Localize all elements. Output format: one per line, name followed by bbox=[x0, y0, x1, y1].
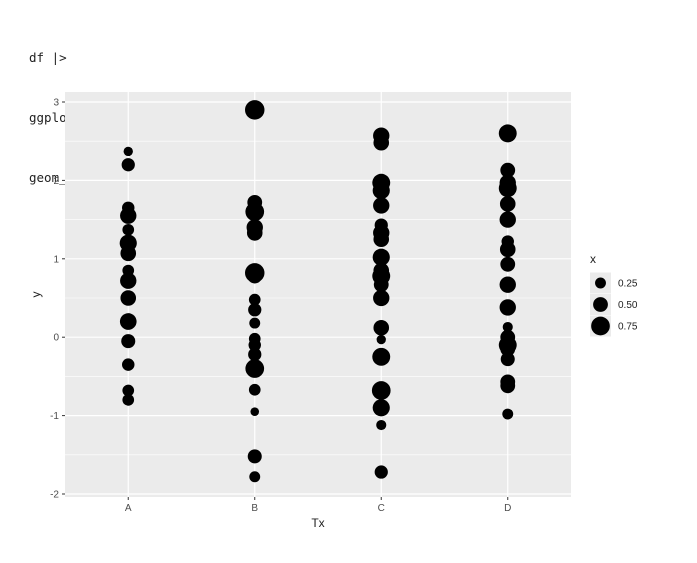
data-point bbox=[374, 465, 388, 479]
x-tick-label: A bbox=[125, 503, 132, 514]
data-point bbox=[373, 134, 390, 151]
x-axis-label: Tx bbox=[311, 516, 324, 530]
data-point bbox=[376, 419, 387, 431]
legend-title: x bbox=[590, 252, 596, 266]
data-point bbox=[248, 338, 261, 352]
data-point bbox=[373, 277, 389, 293]
data-point bbox=[247, 268, 263, 284]
data-point bbox=[248, 383, 261, 396]
data-point bbox=[371, 381, 391, 400]
legend-label: 0.75 bbox=[618, 322, 638, 333]
data-point bbox=[373, 197, 390, 214]
data-point bbox=[122, 384, 135, 397]
data-point bbox=[119, 313, 137, 330]
data-point bbox=[500, 256, 516, 272]
code-line: df |> bbox=[29, 50, 67, 65]
data-point bbox=[499, 299, 516, 316]
data-point bbox=[502, 408, 514, 420]
data-point bbox=[499, 241, 516, 258]
data-point bbox=[373, 231, 390, 247]
data-point bbox=[121, 158, 135, 172]
data-point bbox=[499, 196, 516, 212]
y-tick-label: 3 bbox=[53, 98, 59, 109]
data-point bbox=[372, 347, 391, 366]
data-point bbox=[498, 124, 517, 143]
data-point bbox=[249, 471, 261, 483]
x-tick-label: C bbox=[378, 503, 385, 514]
data-point bbox=[247, 449, 262, 464]
x-tick-label: D bbox=[504, 503, 511, 514]
data-point bbox=[121, 334, 136, 349]
data-point bbox=[248, 293, 261, 306]
y-tick-label: -2 bbox=[50, 490, 59, 501]
data-point bbox=[500, 341, 516, 357]
legend-point bbox=[593, 297, 608, 312]
data-point bbox=[123, 146, 133, 157]
legend-label: 0.25 bbox=[618, 279, 638, 290]
data-point bbox=[250, 407, 260, 416]
data-point bbox=[120, 245, 137, 262]
legend-label: 0.50 bbox=[618, 300, 638, 311]
data-point bbox=[372, 399, 390, 417]
data-point bbox=[372, 248, 390, 266]
data-point bbox=[245, 359, 265, 378]
data-point bbox=[248, 303, 262, 317]
y-tick-label: 0 bbox=[53, 333, 59, 344]
data-point bbox=[372, 182, 390, 200]
data-point bbox=[500, 162, 516, 178]
data-point bbox=[499, 211, 516, 228]
data-point bbox=[122, 223, 135, 236]
legend-point bbox=[591, 316, 610, 336]
data-point bbox=[120, 272, 137, 289]
data-point bbox=[376, 334, 386, 345]
data-point bbox=[500, 352, 515, 367]
data-point bbox=[246, 225, 263, 241]
data-point bbox=[499, 276, 516, 293]
data-point bbox=[502, 321, 513, 333]
data-point bbox=[500, 378, 516, 394]
data-point bbox=[245, 202, 265, 222]
data-point bbox=[122, 358, 135, 371]
data-point bbox=[120, 207, 137, 224]
data-point bbox=[120, 290, 137, 306]
x-tick-label: B bbox=[251, 503, 258, 514]
data-point bbox=[373, 320, 390, 336]
data-point bbox=[122, 394, 135, 406]
plot-panel bbox=[65, 92, 571, 497]
data-point bbox=[248, 347, 262, 362]
y-tick-label: 2 bbox=[53, 176, 59, 187]
data-point bbox=[249, 317, 261, 329]
y-tick-label: 1 bbox=[53, 254, 59, 265]
legend-point bbox=[595, 277, 606, 289]
data-point bbox=[373, 289, 390, 307]
data-point bbox=[245, 100, 265, 120]
data-point bbox=[498, 179, 517, 198]
y-axis-label: y bbox=[29, 292, 43, 298]
y-tick-label: -1 bbox=[50, 411, 59, 422]
